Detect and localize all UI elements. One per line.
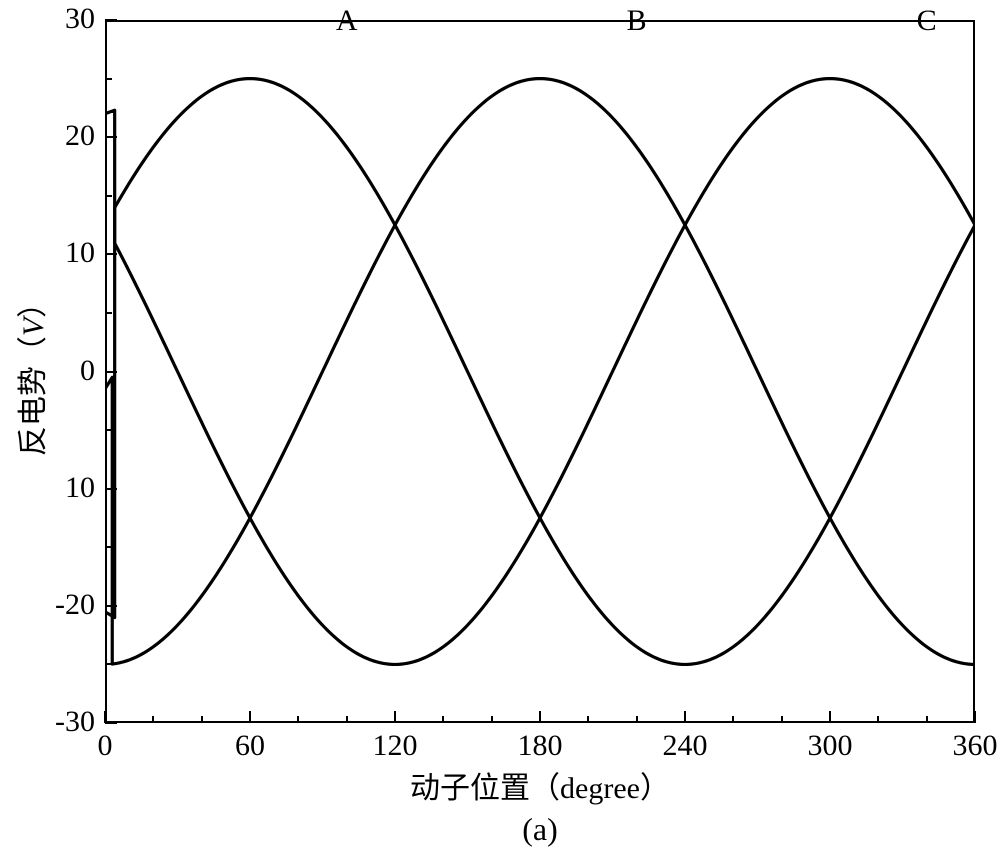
series-label-a: A: [336, 4, 358, 38]
x-tick-label: 0: [98, 729, 113, 763]
x-tick-label: 120: [373, 729, 418, 763]
x-tick-label: 360: [953, 729, 998, 763]
x-tick: [394, 711, 396, 723]
x-tick: [877, 716, 879, 723]
series-c: [105, 79, 975, 665]
y-tick-label: 10: [35, 236, 95, 270]
y-tick: [105, 663, 112, 665]
x-tick: [781, 716, 783, 723]
x-tick-label: 60: [235, 729, 265, 763]
x-tick: [152, 716, 154, 723]
y-tick: [105, 78, 112, 80]
y-tick: [105, 722, 117, 724]
x-tick: [491, 716, 493, 723]
y-tick: [105, 136, 117, 138]
y-tick-label: -30: [35, 705, 95, 739]
y-tick: [105, 488, 117, 490]
x-tick: [587, 716, 589, 723]
y-tick: [105, 253, 117, 255]
x-tick: [442, 716, 444, 723]
x-tick-label: 300: [808, 729, 853, 763]
series-label-b: B: [627, 4, 647, 38]
y-tick: [105, 371, 117, 373]
x-tick: [346, 716, 348, 723]
y-tick-label: -20: [35, 588, 95, 622]
x-tick: [201, 716, 203, 723]
subplot-label: (a): [522, 811, 558, 848]
x-tick-label: 180: [518, 729, 563, 763]
x-tick: [249, 711, 251, 723]
y-tick-label: 20: [35, 119, 95, 153]
x-tick-label: 240: [663, 729, 708, 763]
x-tick: [636, 716, 638, 723]
series-label-c: C: [917, 4, 937, 38]
y-tick: [105, 429, 112, 431]
series-b: [105, 79, 975, 665]
y-tick-label: 30: [35, 2, 95, 36]
x-tick: [974, 711, 976, 723]
x-tick: [297, 716, 299, 723]
y-tick: [105, 312, 112, 314]
x-tick: [684, 711, 686, 723]
x-tick: [732, 716, 734, 723]
x-tick: [926, 716, 928, 723]
series-a: [105, 79, 975, 665]
y-tick-label: 10: [35, 471, 95, 505]
x-tick: [539, 711, 541, 723]
y-tick: [105, 195, 112, 197]
y-axis-title: 反电势（V）: [8, 287, 52, 455]
x-tick: [829, 711, 831, 723]
y-tick: [105, 605, 117, 607]
y-tick: [105, 546, 112, 548]
x-axis-title: 动子位置（degree）: [410, 763, 670, 807]
y-tick: [105, 19, 117, 21]
